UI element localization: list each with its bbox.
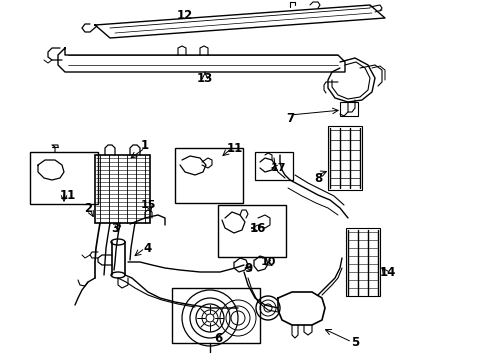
Text: 11: 11 [227, 141, 243, 154]
Bar [328, 126, 362, 190]
Text: 16: 16 [250, 221, 266, 234]
Text: 5: 5 [351, 336, 359, 348]
Text: 13: 13 [197, 72, 213, 85]
Text: 6: 6 [214, 332, 222, 345]
Text: 9: 9 [244, 261, 252, 274]
Text: 17: 17 [270, 163, 286, 173]
Bar [346, 228, 380, 296]
Bar [255, 152, 293, 180]
Polygon shape [58, 48, 345, 72]
Text: 10: 10 [260, 257, 276, 267]
Polygon shape [95, 5, 385, 38]
Bar [340, 102, 358, 116]
Text: 8: 8 [314, 171, 322, 185]
Bar [218, 205, 286, 257]
Text: 11: 11 [60, 189, 76, 202]
Text: 12: 12 [177, 9, 193, 22]
Text: 14: 14 [380, 266, 396, 279]
Bar [95, 155, 150, 223]
Bar [30, 152, 98, 204]
Text: 3: 3 [111, 221, 119, 234]
Bar [172, 288, 260, 343]
Bar [175, 148, 243, 203]
Text: 4: 4 [144, 242, 152, 255]
Text: 7: 7 [286, 112, 294, 125]
Text: 1: 1 [141, 139, 149, 152]
Text: 2: 2 [84, 202, 92, 215]
Text: 15: 15 [140, 200, 156, 210]
